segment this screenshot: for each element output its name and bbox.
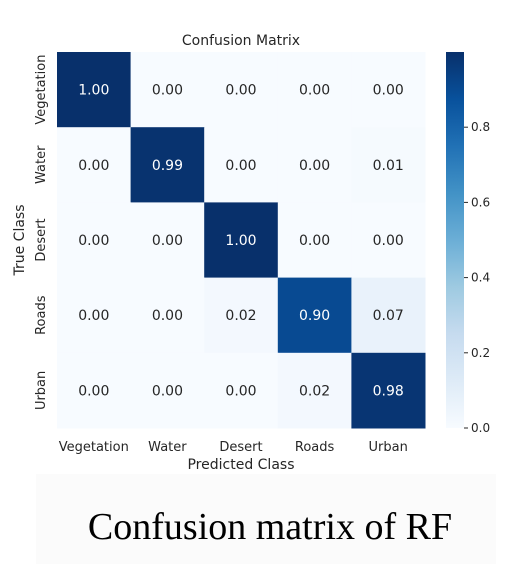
cell-value-label: 0.00: [373, 83, 404, 99]
cell-value-label: 0.00: [152, 308, 183, 324]
y-tick-label: Vegetation: [34, 55, 49, 125]
cell-value-label: 0.00: [78, 308, 109, 324]
cell-value-label: 0.99: [152, 158, 183, 174]
x-tick-label: Water: [148, 440, 187, 455]
heatmap-cell: [277, 352, 352, 429]
heatmap-cell: [277, 277, 352, 354]
cell-value-label: 0.02: [225, 308, 256, 324]
cell-value-label: 0.00: [373, 233, 404, 249]
heatmap-cell: [351, 352, 426, 429]
caption-background: [36, 474, 496, 564]
x-axis-label: Predicted Class: [187, 457, 294, 470]
heatmap-cell: [204, 202, 279, 279]
cell-value-label: 1.00: [78, 83, 109, 99]
cell-value-label: 0.00: [225, 383, 256, 399]
heatmap-cell: [57, 127, 132, 203]
y-tick-label: Roads: [34, 295, 49, 335]
heatmap-cell: [277, 127, 352, 203]
heatmap-cell: [204, 52, 279, 128]
x-tick-label: Roads: [295, 440, 335, 455]
heatmap-cell: [204, 127, 279, 203]
heatmap-cell: [277, 52, 352, 128]
colorbar-tick-label: 0.0: [471, 421, 490, 435]
heatmap-cell: [57, 52, 132, 128]
heatmap-cell: [57, 277, 132, 354]
colorbar-tick-label: 0.8: [471, 120, 490, 134]
x-tick-label: Vegetation: [59, 440, 129, 455]
heatmap-cell: [204, 352, 279, 429]
cell-value-label: 0.00: [299, 233, 330, 249]
figure-caption: Confusion matrix of RF: [87, 506, 453, 548]
cell-value-label: 0.98: [373, 383, 404, 399]
y-tick-label: Water: [34, 145, 49, 184]
y-tick-label: Desert: [34, 218, 49, 261]
cell-value-label: 0.01: [373, 158, 404, 174]
heatmap-cell: [351, 127, 426, 203]
cell-value-label: 1.00: [225, 233, 256, 249]
cell-value-label: 0.00: [78, 158, 109, 174]
heatmap-cell: [130, 352, 205, 429]
heatmap-cell: [130, 202, 205, 279]
cell-value-label: 0.90: [299, 308, 330, 324]
chart-title: Confusion Matrix: [182, 33, 300, 49]
x-tick-label: Urban: [369, 440, 408, 455]
cell-value-label: 0.00: [152, 383, 183, 399]
cell-value-label: 0.00: [299, 158, 330, 174]
colorbar-tick-label: 0.6: [471, 195, 490, 209]
cell-value-label: 0.00: [78, 383, 109, 399]
heatmap-cell: [204, 277, 279, 354]
cell-value-label: 0.00: [225, 83, 256, 99]
heatmap-cell: [57, 352, 132, 429]
y-tick-label: Urban: [34, 371, 49, 410]
colorbar-tick-label: 0.2: [471, 346, 490, 360]
heatmap-cell: [351, 202, 426, 279]
cell-value-label: 0.02: [299, 383, 330, 399]
heatmap-cell: [351, 52, 426, 128]
y-axis-label: True Class: [12, 204, 28, 276]
x-tick-label: Desert: [219, 440, 262, 455]
cell-value-label: 0.00: [152, 83, 183, 99]
cell-value-label: 0.07: [373, 308, 404, 324]
colorbar: [446, 52, 464, 428]
cell-value-label: 0.00: [225, 158, 256, 174]
heatmap-cell: [130, 52, 205, 128]
cell-value-label: 0.00: [152, 233, 183, 249]
colorbar-tick-label: 0.4: [471, 271, 490, 285]
heatmap-cell: [57, 202, 132, 279]
heatmap-cell: [277, 202, 352, 279]
heatmap-cell: [351, 277, 426, 354]
cell-value-label: 0.00: [78, 233, 109, 249]
heatmap-cell: [130, 127, 205, 203]
cell-value-label: 0.00: [299, 83, 330, 99]
heatmap-cell: [130, 277, 205, 354]
